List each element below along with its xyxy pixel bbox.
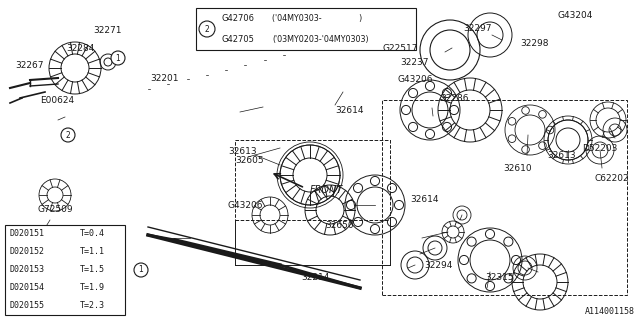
Text: T=1.9: T=1.9 — [80, 284, 105, 292]
Text: T=0.4: T=0.4 — [80, 229, 105, 238]
Text: 32610: 32610 — [504, 164, 532, 172]
Text: ('04MY0303-               ): ('04MY0303- ) — [272, 14, 362, 23]
Text: FRONT: FRONT — [310, 185, 343, 195]
Text: G43206: G43206 — [228, 201, 264, 210]
Bar — [235, 140, 390, 220]
Text: 32605: 32605 — [235, 156, 264, 164]
Text: G22517: G22517 — [382, 44, 418, 52]
Text: D020154: D020154 — [9, 284, 44, 292]
Text: 1: 1 — [116, 53, 120, 62]
Text: 2: 2 — [66, 131, 70, 140]
Text: 32613: 32613 — [228, 147, 257, 156]
Circle shape — [199, 21, 215, 37]
Text: 32315: 32315 — [486, 274, 515, 283]
Text: 32298: 32298 — [521, 38, 549, 47]
Text: G43204: G43204 — [557, 11, 593, 20]
Bar — [382, 100, 627, 295]
Text: 32237: 32237 — [401, 58, 429, 67]
Bar — [5, 225, 125, 315]
Text: 32286: 32286 — [441, 93, 469, 102]
Text: 32201: 32201 — [151, 74, 179, 83]
Text: T=2.3: T=2.3 — [80, 301, 105, 310]
Text: D020155: D020155 — [9, 301, 44, 310]
Text: 32284: 32284 — [66, 44, 94, 52]
Text: T=1.1: T=1.1 — [80, 247, 105, 257]
Text: ('03MY0203-'04MY0303): ('03MY0203-'04MY0303) — [272, 35, 369, 44]
Text: G72509: G72509 — [37, 205, 73, 214]
Text: 32267: 32267 — [16, 60, 44, 69]
Text: G42705: G42705 — [222, 35, 255, 44]
Text: D020152: D020152 — [9, 247, 44, 257]
Circle shape — [61, 128, 75, 142]
Bar — [196, 8, 416, 50]
Text: 32214: 32214 — [301, 274, 329, 283]
Text: 32614: 32614 — [336, 106, 364, 115]
Text: 32650: 32650 — [326, 220, 355, 229]
Text: 1: 1 — [139, 266, 143, 275]
Circle shape — [134, 263, 148, 277]
Text: 32297: 32297 — [464, 23, 492, 33]
Text: G43206: G43206 — [397, 75, 433, 84]
Text: A114001158: A114001158 — [585, 308, 635, 316]
Text: 2: 2 — [205, 25, 209, 34]
Text: 32294: 32294 — [424, 260, 452, 269]
Text: C62202: C62202 — [595, 173, 629, 182]
Text: G42706: G42706 — [222, 14, 255, 23]
Text: D020151: D020151 — [9, 229, 44, 238]
Text: D020153: D020153 — [9, 266, 44, 275]
Text: T=1.5: T=1.5 — [80, 266, 105, 275]
Text: 32271: 32271 — [93, 26, 122, 35]
Text: E00624: E00624 — [40, 95, 74, 105]
Text: 32614: 32614 — [411, 196, 439, 204]
Circle shape — [111, 51, 125, 65]
Text: D52203: D52203 — [582, 143, 618, 153]
Text: 32613: 32613 — [548, 150, 576, 159]
